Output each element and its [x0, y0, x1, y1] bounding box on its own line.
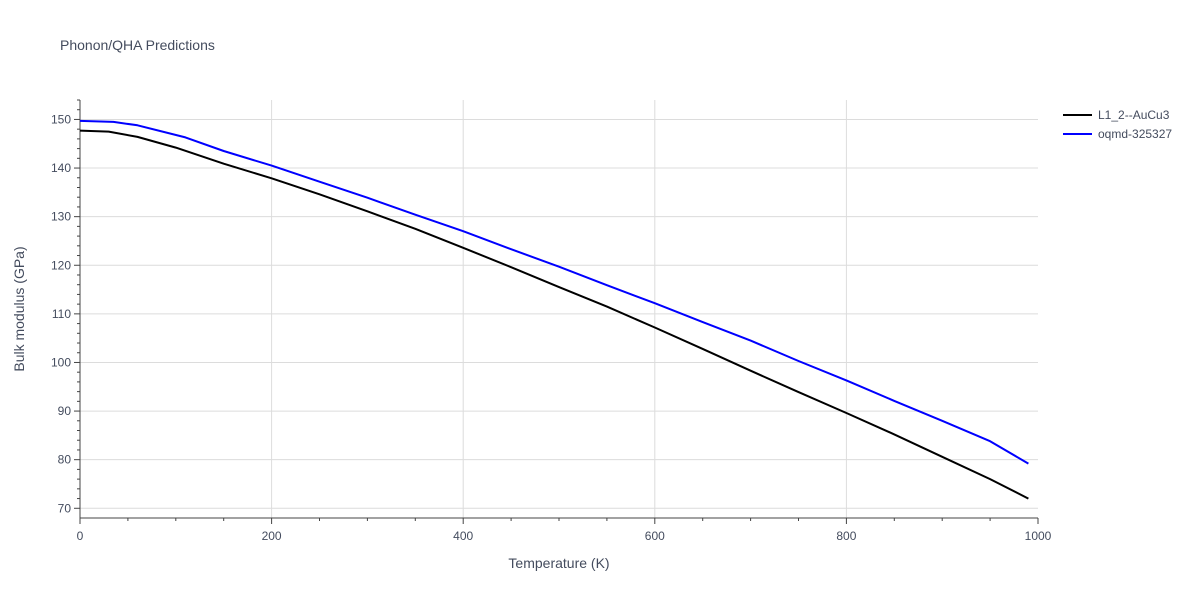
y-tick-label: 80	[58, 453, 72, 467]
series-line-1	[79, 119, 1029, 465]
y-tick-label: 70	[58, 501, 72, 515]
y-tick-label: 150	[51, 112, 71, 126]
x-tick-label: 0	[77, 529, 84, 543]
x-tick-label: 200	[262, 529, 282, 543]
y-tick-label: 120	[51, 258, 71, 272]
y-tick-label: 140	[51, 161, 71, 175]
y-tick-label: 110	[52, 307, 71, 321]
y-tick-label: 90	[58, 404, 72, 418]
y-tick-label: 100	[51, 355, 71, 369]
x-tick-label: 1000	[1025, 529, 1052, 543]
series-lines	[79, 119, 1029, 500]
axes: 0 200 400 600 800 1000 70 80 90 100 110 120 130 140 15…	[51, 99, 1052, 543]
series-line-0	[79, 129, 1029, 500]
x-tick-label: 600	[645, 529, 665, 543]
chart-title: Phonon/QHA Predictions	[60, 37, 215, 53]
legend-label: oqmd-325327	[1098, 127, 1172, 141]
y-tick-label: 130	[51, 210, 71, 224]
x-tick-label: 400	[453, 529, 473, 543]
x-tick-label: 800	[836, 529, 856, 543]
y-axis-title: Bulk modulus (GPa)	[11, 246, 27, 371]
x-axis-title: Temperature (K)	[508, 555, 609, 571]
legend[interactable]: L1_2--AuCu3 oqmd-325327	[1063, 108, 1172, 141]
legend-label: L1_2--AuCu3	[1098, 108, 1170, 122]
